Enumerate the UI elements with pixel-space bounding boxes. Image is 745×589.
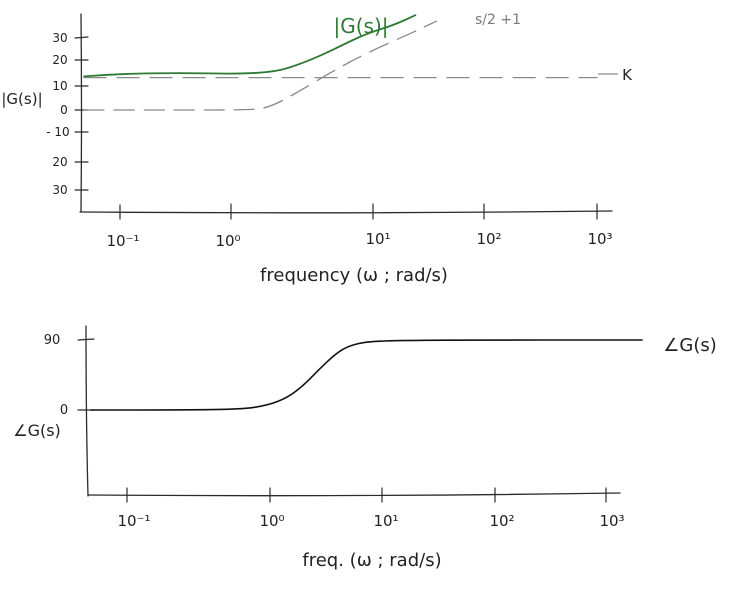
phase-y-axis <box>85 325 89 497</box>
magnitude-x-tick-label-100: 10² <box>476 230 501 248</box>
magnitude-x-tick-label-0.1: 10⁻¹ <box>106 232 139 250</box>
annotation-magnitude-g: |G(s)| <box>334 14 389 38</box>
phase-x-axis <box>87 492 621 497</box>
annotation-phase-g: ∠G(s) <box>663 335 717 356</box>
series-s-over-2-plus-1 <box>83 20 438 111</box>
magnitude-y-tick-label-0: 0 <box>60 103 68 117</box>
magnitude-x-tick-label-1000: 10³ <box>587 230 612 248</box>
phase-y-tick-label-90: 90 <box>44 333 61 348</box>
phase-y-tick-mark-90 <box>77 338 95 341</box>
series-phase-g <box>90 339 643 411</box>
magnitude-x-axis <box>79 210 613 214</box>
magnitude-x-axis-label: frequency (ω ; rad/s) <box>260 265 448 286</box>
magnitude-y-tick-label-20: 20 <box>52 53 67 67</box>
magnitude-x-tick-marks <box>119 203 598 220</box>
series-magnitude-g <box>83 14 417 78</box>
magnitude-y-tick-label-30: 30 <box>52 31 67 45</box>
magnitude-y-tick-label-neg20: 20 <box>52 155 67 169</box>
y-tick-mark-30 <box>74 36 89 39</box>
magnitude-x-tick-label-10: 10¹ <box>365 230 390 248</box>
phase-chart: 90 0 10⁻¹ 10⁰ 10¹ 10² 10³ ∠G(s) freq. (ω… <box>13 325 717 571</box>
phase-y-tick-label-0: 0 <box>60 403 68 418</box>
magnitude-y-tick-label-10: 10 <box>52 79 67 93</box>
phase-x-axis-label: freq. (ω ; rad/s) <box>302 550 441 571</box>
phase-x-tick-label-1000: 10³ <box>599 512 624 530</box>
magnitude-x-tick-label-1: 10⁰ <box>215 232 240 250</box>
phase-x-tick-label-10: 10¹ <box>373 512 398 530</box>
magnitude-y-tick-marks <box>74 36 89 191</box>
magnitude-y-tick-label-neg10: - 10 <box>46 125 69 139</box>
phase-x-tick-label-0.1: 10⁻¹ <box>117 512 150 530</box>
phase-x-tick-label-100: 10² <box>489 512 514 530</box>
magnitude-y-axis <box>80 13 83 213</box>
magnitude-chart: 30 20 10 0 - 10 20 30 10⁻¹ 10⁰ 10¹ 10² 1… <box>1 12 633 286</box>
phase-x-tick-label-1: 10⁰ <box>259 512 284 530</box>
annotation-k: K <box>622 66 633 84</box>
phase-y-axis-label: ∠G(s) <box>13 421 61 440</box>
annotation-s-over-2-plus-1: s/2 +1 <box>475 12 521 28</box>
magnitude-y-axis-label: |G(s)| <box>1 90 42 108</box>
phase-x-tick-marks <box>126 487 607 503</box>
magnitude-y-tick-label-neg30: 30 <box>52 183 67 197</box>
